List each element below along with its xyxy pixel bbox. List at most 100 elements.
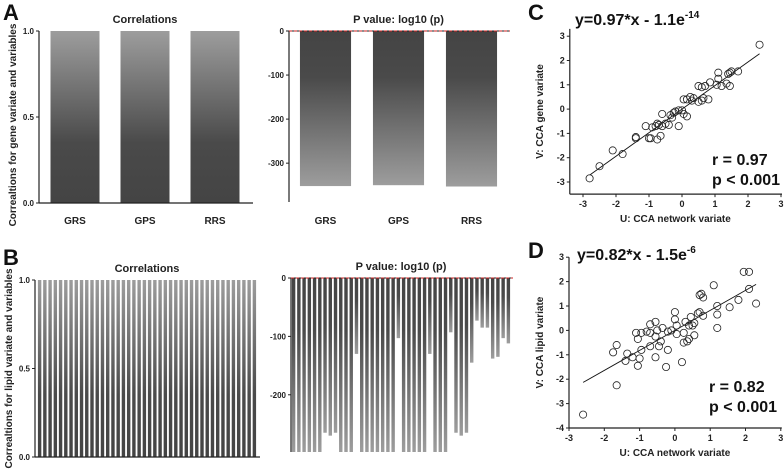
bar: [132, 280, 136, 457]
bar: [490, 278, 495, 359]
data-point: [661, 119, 670, 128]
data-point: [678, 106, 687, 115]
x-tick-label: RRS: [461, 216, 482, 227]
y-tick-label: 1.0: [23, 27, 35, 36]
chart-title: Correlations: [115, 263, 180, 275]
x-tick-label: -1: [636, 433, 644, 443]
bar: [74, 280, 78, 457]
data-point: [679, 338, 688, 347]
y-tick-label: 3: [559, 252, 564, 262]
data-point: [637, 328, 646, 337]
bar: [100, 280, 105, 457]
y-axis-label: V: CCA gene variate: [535, 64, 546, 159]
bar: [422, 278, 427, 452]
bar: [396, 278, 401, 339]
data-point: [670, 308, 679, 317]
x-tick-label: GRS: [315, 216, 337, 227]
data-point: [688, 321, 697, 330]
x-tick-label: 1: [712, 199, 717, 209]
bar: [339, 278, 343, 452]
bar: [53, 280, 58, 457]
data-point: [672, 330, 681, 339]
bar: [349, 278, 353, 452]
bar: [372, 31, 425, 186]
bar: [126, 280, 131, 457]
bar: [354, 278, 359, 354]
data-point: [645, 134, 654, 143]
y-tick-label: -2: [557, 153, 565, 163]
data-point: [677, 358, 686, 367]
regression-equation: y=0.82*x - 1.5e-6: [577, 245, 696, 264]
y-tick-label: 0.0: [23, 199, 35, 208]
data-point: [612, 341, 621, 350]
bar: [506, 278, 511, 344]
x-tick-label: GRS: [64, 216, 86, 227]
data-point: [686, 312, 695, 321]
data-point: [667, 326, 676, 335]
bar: [470, 278, 474, 363]
bar: [370, 278, 374, 452]
data-point: [674, 122, 683, 131]
bar: [221, 280, 225, 457]
y-tick-label: 1.0: [19, 276, 31, 285]
x-axis-label: U: CCA network variate: [620, 214, 731, 225]
data-point: [734, 67, 743, 76]
bar: [449, 278, 453, 333]
bar: [116, 280, 120, 457]
data-point: [713, 310, 722, 319]
data-point: [628, 353, 637, 362]
data-point: [695, 308, 704, 317]
bar: [464, 278, 469, 433]
data-point: [651, 353, 660, 362]
data-point: [609, 348, 618, 357]
data-point: [734, 295, 743, 304]
y-tick-label: 1: [560, 80, 565, 90]
data-point: [694, 82, 703, 91]
x-tick-label: 3: [778, 433, 783, 443]
x-tick-label: -3: [565, 433, 573, 443]
data-point: [687, 96, 696, 105]
bar: [95, 280, 99, 457]
data-point: [683, 337, 692, 346]
data-point: [745, 267, 754, 276]
bar: [401, 278, 406, 452]
equation-base: y=0.97*x - 1.1e: [575, 12, 685, 29]
data-point: [658, 323, 667, 332]
data-point: [664, 120, 673, 129]
data-point: [651, 332, 660, 341]
data-point: [685, 334, 694, 343]
bar: [216, 280, 220, 457]
data-point: [641, 122, 650, 131]
bar: [158, 280, 162, 457]
data-point: [585, 174, 594, 183]
y-axis-label: Correaltions for lipid variate and varia…: [4, 268, 15, 469]
bar: [365, 278, 369, 452]
bar: [485, 278, 490, 328]
bar: [459, 278, 463, 436]
bar: [85, 280, 89, 457]
data-point: [646, 342, 655, 351]
bar: [247, 280, 251, 457]
bar: [480, 278, 484, 328]
data-point: [653, 326, 662, 335]
equation-exponent: -14: [685, 10, 700, 21]
data-point: [699, 94, 708, 103]
data-point: [655, 342, 664, 351]
data-point: [725, 82, 734, 91]
panel-label-c: C: [528, 0, 544, 25]
x-tick-label: 1: [708, 433, 713, 443]
bar: [328, 278, 332, 436]
data-point: [690, 331, 699, 340]
data-point: [674, 106, 683, 115]
bar: [90, 280, 94, 457]
y-tick-label: -4: [556, 423, 564, 433]
data-point: [713, 301, 722, 310]
bar: [443, 278, 448, 452]
data-point: [704, 95, 713, 104]
y-axis-label: Correaltions for gene variate and variab…: [8, 23, 19, 226]
y-tick-label: -100: [270, 332, 287, 341]
panel-label-a: A: [3, 0, 19, 25]
equation-base: y=0.82*x - 1.5e: [577, 247, 687, 264]
bar: [297, 278, 301, 452]
bar: [291, 278, 296, 452]
